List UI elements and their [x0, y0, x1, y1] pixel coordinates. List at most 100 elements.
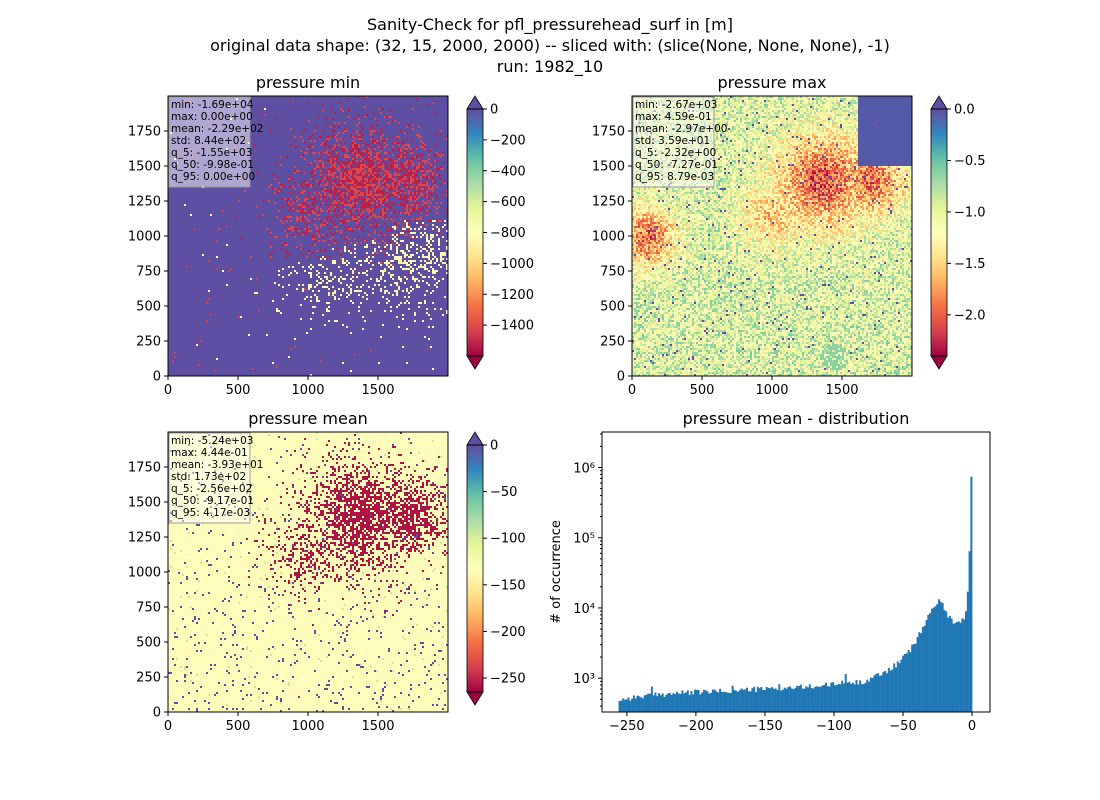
figure-title-line-3: run: 1982_10 — [497, 57, 603, 77]
histogram-bar — [717, 692, 720, 712]
colorbar-segment — [931, 242, 947, 246]
histogram-bar — [629, 700, 632, 712]
histogram-bar — [674, 693, 677, 712]
histogram-bar — [900, 659, 903, 712]
colorbar-segment — [467, 325, 483, 328]
colorbar-segment — [931, 141, 947, 145]
histogram-bar — [645, 694, 648, 712]
colorbar-segment — [931, 300, 947, 304]
colorbar-segment — [931, 135, 947, 139]
histogram-bar — [810, 688, 813, 712]
x-tick-label: 500 — [226, 383, 251, 398]
x-tick-label: 0 — [164, 719, 172, 734]
histogram-bar — [708, 693, 711, 712]
colorbar-segment — [467, 463, 483, 467]
histogram-bar — [701, 692, 704, 712]
colorbar-segment — [931, 341, 947, 345]
colorbar-segment — [931, 181, 947, 184]
stats-box — [632, 96, 715, 188]
x-tick-label: −150 — [747, 719, 783, 734]
colorbar-tick-label: −600 — [490, 195, 526, 210]
colorbar-segment — [931, 257, 947, 260]
histogram-bar — [799, 684, 802, 712]
colorbar-segment — [467, 634, 483, 638]
histogram-bar — [622, 698, 625, 712]
colorbar-segment — [931, 244, 947, 248]
colorbar-segment — [467, 263, 483, 267]
stats-box — [168, 96, 251, 188]
colorbar-segment — [467, 115, 483, 118]
y-tick-label: 1750 — [592, 125, 625, 140]
stats-line: std: 3.59e+01 — [635, 135, 710, 147]
colorbar-segment — [467, 650, 483, 654]
colorbar-segment — [467, 687, 483, 691]
colorbar-segment — [467, 609, 483, 613]
colorbar-segment — [467, 576, 483, 580]
colorbar-segment — [467, 141, 483, 145]
histogram-bar — [824, 682, 827, 712]
x-tick-label: 1000 — [755, 383, 788, 398]
colorbar-segment — [467, 213, 483, 217]
y-tick-label: 1500 — [128, 496, 161, 511]
histogram-bar — [785, 688, 788, 712]
colorbar-segment — [467, 331, 483, 334]
histogram-bar — [819, 686, 822, 712]
colorbar-segment — [931, 197, 947, 201]
colorbar-segment — [931, 240, 947, 244]
colorbar-segment — [467, 523, 483, 526]
colorbar-segment — [467, 502, 483, 506]
colorbar-segment — [931, 152, 947, 155]
colorbar-segment — [467, 597, 483, 600]
colorbar-segment — [467, 218, 483, 221]
x-tick-label: −100 — [816, 719, 852, 734]
colorbar-segment — [467, 632, 483, 635]
colorbar-segment — [467, 477, 483, 481]
histogram-bar — [767, 687, 770, 712]
colorbar-segment — [467, 230, 483, 234]
colorbar-segment — [931, 251, 947, 254]
colorbar-segment — [467, 176, 483, 180]
colorbar-segment — [931, 236, 947, 240]
y-tick-label: 750 — [600, 265, 625, 280]
histogram-bar — [638, 696, 641, 712]
colorbar-segment — [467, 129, 483, 133]
colorbar-segment — [467, 652, 483, 656]
colorbar-segment — [931, 228, 947, 232]
colorbar-segment — [467, 337, 483, 341]
histogram-bar — [656, 696, 659, 712]
colorbar-segment — [931, 232, 947, 236]
colorbar-segment — [467, 234, 483, 238]
colorbar-segment — [467, 127, 483, 131]
colorbar-segment — [467, 302, 483, 306]
colorbar-segment — [931, 133, 947, 137]
colorbar-segment — [931, 211, 947, 215]
colorbar-segment — [467, 537, 483, 541]
histogram-bar — [683, 693, 686, 712]
colorbar-segment — [467, 199, 483, 203]
colorbar-segment — [931, 288, 947, 291]
colorbar-segment — [467, 150, 483, 153]
colorbar-extend-top — [930, 95, 948, 110]
colorbar-segment — [467, 162, 483, 166]
stats-line: mean: -2.29e+02 — [171, 123, 263, 135]
colorbar-segment — [467, 498, 483, 502]
histogram-bar — [744, 689, 747, 712]
histogram-bar — [936, 604, 939, 712]
colorbar-segment — [931, 253, 947, 256]
colorbar-segment — [467, 123, 483, 127]
colorbar-segment — [931, 312, 947, 316]
colorbar-segment — [931, 283, 947, 287]
colorbar-segment — [467, 158, 483, 162]
colorbar-segment — [931, 351, 947, 355]
panel-1: pressure max 0 500 1000 1500 0 250 500 750 1000 12… — [592, 73, 986, 398]
colorbar-segment — [467, 605, 483, 609]
colorbar-segment — [931, 310, 947, 314]
colorbar-segment — [467, 109, 483, 112]
histogram-bar — [851, 682, 854, 712]
histogram-bar — [850, 683, 853, 712]
stats-line: max: 0.00e+00 — [171, 111, 253, 123]
colorbar-segment — [467, 500, 483, 504]
colorbar-segment — [467, 613, 483, 617]
histogram-bar — [688, 694, 691, 712]
colorbar-segment — [931, 339, 947, 343]
